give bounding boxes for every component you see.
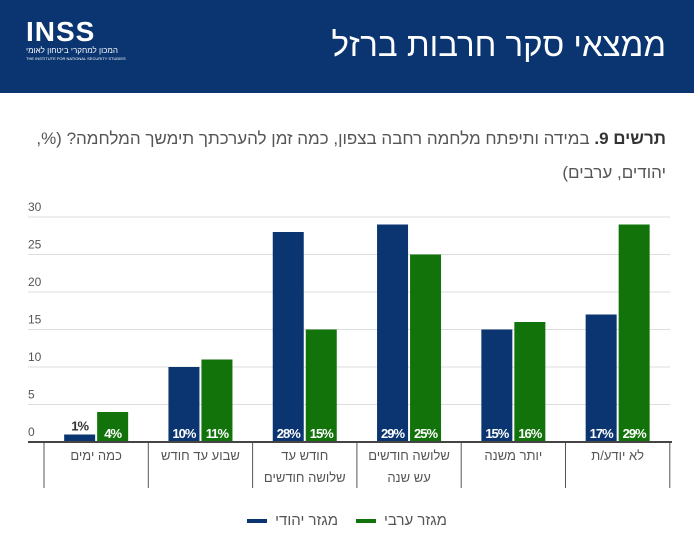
data-label: 28% (277, 426, 301, 441)
data-label: 10% (172, 426, 196, 441)
x-tick-label: כמה ימים (70, 448, 122, 463)
data-label: 4% (104, 426, 122, 441)
data-label: 15% (485, 426, 509, 441)
bar (64, 434, 96, 442)
page-title: ממצאי סקר חרבות ברזל (331, 26, 666, 63)
bar (201, 359, 233, 442)
y-tick-label: 0 (28, 425, 35, 439)
bar (410, 254, 442, 442)
logo-text: INSS (26, 16, 96, 47)
bar (481, 329, 513, 442)
question-text: במידה ותיפתח מלחמה רחבה בצפון, כמה זמן ל… (36, 129, 666, 182)
header: INSS המכון למחקרי ביטחון לאומי THE INSTI… (0, 0, 694, 93)
figure-label: תרשים 9. (594, 129, 666, 148)
data-label: 29% (623, 426, 647, 441)
y-tick-label: 5 (28, 388, 35, 402)
bar (305, 329, 337, 442)
x-tick-label: יותר משנה (484, 448, 542, 463)
bar (97, 412, 129, 442)
chart-question: תרשים 9. במידה ותיפתח מלחמה רחבה בצפון, … (26, 122, 666, 190)
x-tick-label: שבוע עד חודש (161, 448, 240, 463)
y-tick-label: 30 (28, 200, 42, 214)
data-label: 16% (518, 426, 542, 441)
bar (272, 232, 304, 442)
x-tick-label: חודש עד (281, 448, 328, 463)
bar (168, 367, 200, 442)
legend-swatch (356, 518, 377, 523)
x-tick-label: שלושה חודשים (264, 470, 346, 485)
legend-item-arab[interactable]: מגזר ערבי (356, 512, 447, 529)
data-label: 29% (381, 426, 405, 441)
data-label: 1% (71, 419, 89, 434)
x-tick-label: עש שנה (387, 470, 430, 485)
legend-label: מגזר ערבי (384, 512, 447, 529)
legend-item-jewish[interactable]: מגזר יהודי (247, 512, 338, 529)
bar (618, 224, 650, 442)
logo-english: THE INSTITUTE FOR NATIONAL SECURITY STUD… (26, 56, 126, 61)
data-label: 15% (310, 426, 334, 441)
data-label: 17% (590, 426, 614, 441)
legend: מגזר ערבי מגזר יהודי (0, 512, 694, 529)
inss-logo: INSS המכון למחקרי ביטחון לאומי THE INSTI… (26, 18, 126, 62)
x-tick-label: שלושה חודשים (368, 448, 450, 463)
bar (514, 322, 546, 442)
bar (377, 224, 409, 442)
data-label: 25% (414, 426, 438, 441)
bar (585, 314, 617, 442)
x-tick-label: לא יודע/ת (591, 448, 644, 463)
logo-subtitle: המכון למחקרי ביטחון לאומי (26, 46, 118, 55)
y-tick-label: 25 (28, 238, 42, 252)
data-label: 11% (206, 426, 230, 441)
legend-swatch (247, 518, 268, 523)
legend-label: מגזר יהודי (275, 512, 339, 529)
y-tick-label: 20 (28, 275, 42, 289)
y-tick-label: 10 (28, 350, 42, 364)
y-tick-label: 15 (28, 313, 42, 327)
